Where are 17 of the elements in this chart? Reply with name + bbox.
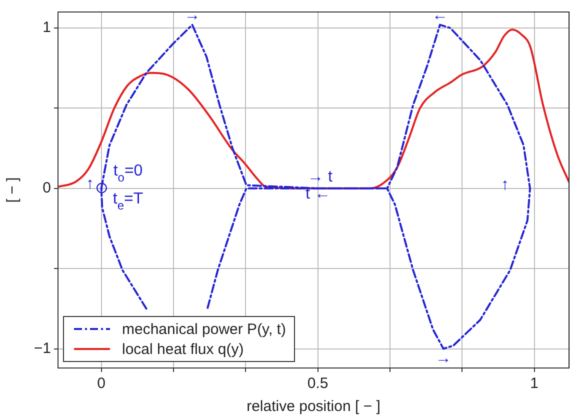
annotation: → t [308, 168, 333, 186]
annotation: ↑ [501, 176, 509, 194]
annotation: → [435, 350, 452, 368]
annotation: → [184, 7, 200, 24]
y-tick-label: 1 [42, 19, 51, 36]
x-tick-label: 1 [530, 375, 539, 392]
x-axis-title: relative position [ − ] [246, 398, 380, 416]
legend-label: mechanical power P(y, t) [122, 320, 286, 338]
x-tick-label: 0 [97, 375, 106, 392]
y-tick-label: 0 [42, 180, 51, 197]
annotation: ↑ [86, 175, 94, 192]
annotation: ← [432, 7, 448, 24]
y-axis-title: [ − ] [4, 177, 22, 203]
legend-label: local heat flux q(y) [122, 340, 244, 358]
y-tick-label: −1 [34, 340, 51, 357]
annotation: t ← [306, 185, 330, 202]
x-tick-label: 0.5 [307, 375, 328, 392]
